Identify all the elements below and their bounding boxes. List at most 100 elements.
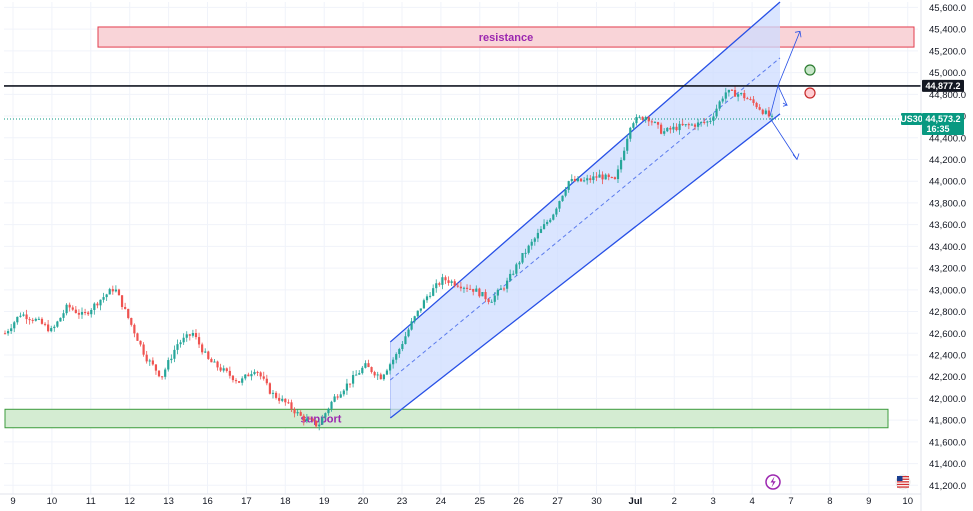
price-tags: 44,877.2 US30 44,573.216:35: [900, 79, 964, 135]
candle-body: [13, 322, 16, 329]
candle-body: [669, 127, 672, 130]
candle-body: [592, 176, 595, 181]
candle-body: [77, 312, 81, 315]
horizontal-line[interactable]: [4, 85, 921, 120]
zones: resistance support: [4, 26, 915, 429]
projection-down-arrow: [769, 117, 798, 160]
candle-body: [34, 318, 37, 321]
candle-body: [607, 174, 610, 178]
price-axis[interactable]: 45,600.0 45,400.0 45,200.0 45,000.0 44,800.0…: [920, 0, 966, 511]
candle-body: [570, 178, 573, 182]
price-tick-label: 41,600.0: [929, 437, 966, 448]
candle-body: [530, 241, 533, 246]
candle-body: [743, 92, 746, 99]
candle-body: [43, 323, 47, 325]
candle-body: [361, 367, 364, 374]
resistance-zone[interactable]: [97, 26, 915, 48]
candle-body: [542, 224, 546, 230]
candle-body: [238, 381, 241, 383]
candle-body: [204, 351, 207, 353]
candle-body: [425, 296, 429, 301]
candle-body: [364, 363, 367, 368]
candle-body: [108, 289, 111, 295]
candle-body: [130, 317, 133, 325]
candle-body: [290, 402, 293, 410]
candle-body: [392, 359, 395, 365]
lightning-icon[interactable]: [765, 474, 781, 490]
candle-body: [154, 364, 158, 371]
price-tick-label: 44,000.0: [929, 177, 966, 188]
candle-body: [589, 178, 592, 181]
price-tick-label: 45,200.0: [929, 46, 966, 57]
candle-body: [308, 418, 312, 420]
candle-body: [419, 308, 422, 311]
candle-body: [253, 371, 256, 375]
resistance-label: resistance: [479, 32, 533, 44]
channel-lower-line[interactable]: [389, 113, 781, 419]
time-tick-label: 9: [10, 496, 15, 507]
time-tick-label: 9: [866, 496, 871, 507]
candle-body: [444, 277, 447, 281]
price-tick-label: 41,200.0: [929, 481, 966, 492]
candle-body: [74, 309, 77, 313]
candle-body: [28, 319, 31, 321]
candle-body: [456, 285, 459, 287]
time-tick-label: Jul: [629, 496, 643, 507]
time-axis[interactable]: 9 10 11 12 13 16 17 18 19 20 23 24 25 26 27 30 Jul 2 3 4 7 8 9…: [0, 493, 921, 507]
candle-body: [696, 122, 700, 127]
candle-body: [499, 288, 503, 290]
candle-body: [148, 360, 151, 362]
candle-body: [268, 383, 272, 394]
candle-body: [515, 264, 518, 274]
candle-body: [647, 117, 650, 122]
candle-body: [675, 126, 678, 131]
time-tick-label: 3: [711, 496, 716, 507]
candle-body: [99, 299, 102, 306]
candle-body: [595, 176, 598, 178]
candle-body: [730, 89, 734, 91]
candle-body: [432, 288, 435, 296]
candle-body: [413, 316, 416, 322]
candle-body: [573, 178, 576, 182]
candle-body: [656, 122, 660, 125]
time-tick-label: 27: [552, 496, 563, 507]
candle-body: [281, 398, 284, 401]
candle-body: [68, 304, 71, 308]
candle-body: [770, 115, 774, 117]
us-flag-icon[interactable]: [895, 474, 911, 490]
support-zone[interactable]: [4, 408, 889, 429]
candle-body: [50, 328, 53, 332]
price-tick-label: 43,800.0: [929, 198, 966, 209]
candle-body: [213, 361, 216, 363]
candle-body: [210, 358, 213, 363]
candle-body: [502, 288, 506, 290]
candle-body: [336, 396, 339, 398]
candle-body: [342, 390, 345, 395]
candle-body: [194, 333, 198, 338]
candle-body: [666, 127, 669, 132]
candle-body: [358, 373, 361, 375]
candle-body: [145, 354, 148, 362]
candle-body: [247, 374, 250, 377]
candle-body: [555, 208, 558, 215]
candle-body: [47, 324, 50, 332]
price-tick-label: 42,000.0: [929, 394, 966, 405]
candle-body: [90, 309, 93, 315]
candle-body: [746, 98, 749, 100]
candle-body: [65, 304, 68, 314]
candle-body: [19, 315, 22, 317]
candle-body: [450, 281, 453, 283]
candle-body: [755, 102, 758, 108]
candle-body: [151, 360, 154, 365]
price-tick-label: 43,400.0: [929, 242, 966, 253]
candle-body: [546, 221, 549, 225]
candle-body: [373, 372, 376, 376]
candle-body: [672, 126, 675, 130]
candle-body: [447, 280, 450, 283]
candle-body: [388, 364, 392, 371]
candle-body: [724, 92, 727, 99]
support-label: support: [301, 414, 342, 426]
candle-body: [197, 337, 201, 345]
candle-body: [758, 107, 761, 110]
